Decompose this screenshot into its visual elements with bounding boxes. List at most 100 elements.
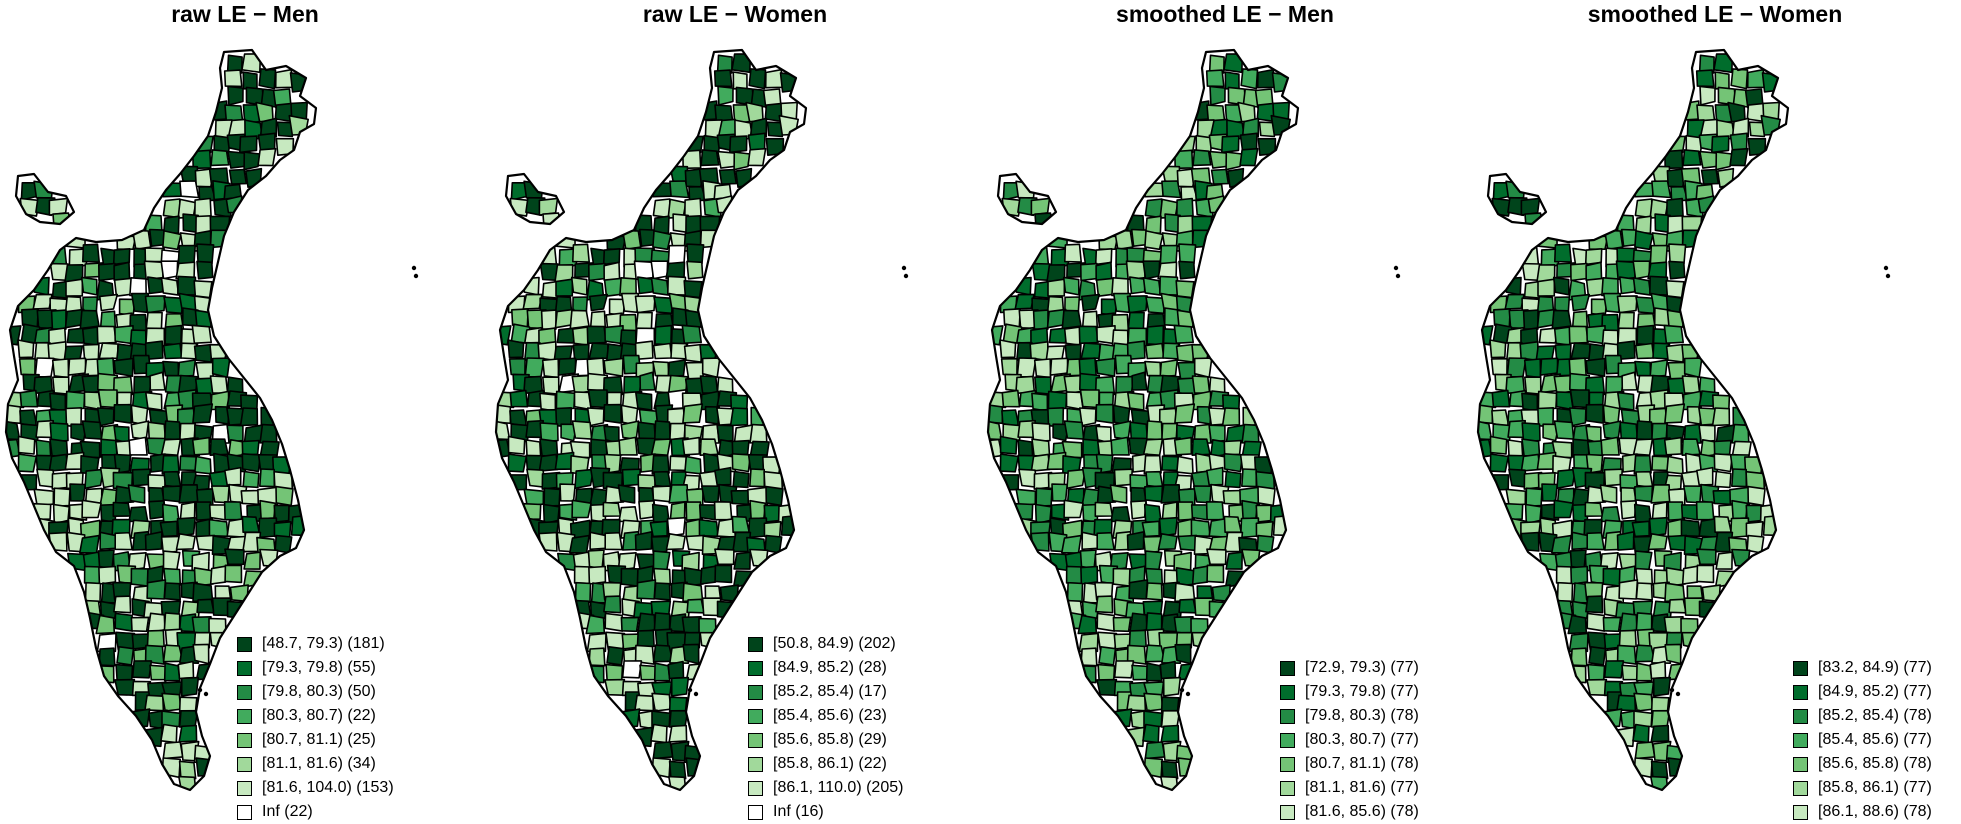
municipality-region xyxy=(1731,468,1748,488)
legend-swatch xyxy=(237,684,252,700)
municipality-region xyxy=(669,422,686,441)
municipality-region xyxy=(96,664,115,684)
municipality-region xyxy=(1223,452,1244,473)
region-layer xyxy=(1476,48,1891,792)
region-outline xyxy=(1476,48,1790,792)
municipality-region xyxy=(617,484,636,504)
municipality-region xyxy=(1109,484,1128,504)
municipality-region xyxy=(1635,296,1656,315)
municipality-region xyxy=(1680,518,1701,538)
municipality-region xyxy=(682,403,704,424)
municipality-region xyxy=(713,500,733,521)
municipality-region xyxy=(1489,453,1510,473)
municipality-region xyxy=(684,197,702,218)
municipality-region xyxy=(1713,439,1732,457)
municipality-region xyxy=(1634,550,1653,571)
legend-item: [81.6, 85.6) (78) xyxy=(1280,800,1419,824)
legend-item: [80.3, 80.7) (22) xyxy=(237,704,394,728)
municipality-region xyxy=(999,453,1020,473)
municipality-region xyxy=(650,260,669,280)
municipality-region xyxy=(1556,581,1574,604)
legend-swatch xyxy=(237,708,252,724)
municipality-region xyxy=(1096,612,1116,632)
municipality-region xyxy=(651,503,670,524)
municipality-region xyxy=(163,662,181,682)
municipality-region xyxy=(1031,392,1049,412)
municipality-region xyxy=(161,503,180,524)
municipality-region xyxy=(1695,69,1715,88)
municipality-region xyxy=(227,150,247,169)
municipality-region xyxy=(194,197,212,218)
municipality-region xyxy=(1667,501,1684,522)
municipality-region xyxy=(223,69,243,88)
municipality-region xyxy=(191,324,212,345)
municipality-region xyxy=(1570,565,1589,585)
municipality-region xyxy=(1731,499,1749,520)
municipality-region xyxy=(1145,470,1164,489)
municipality-region xyxy=(1522,309,1539,330)
municipality-region xyxy=(160,260,179,280)
municipality-region xyxy=(177,275,197,296)
municipality-region xyxy=(1159,244,1178,265)
municipality-region xyxy=(1126,340,1146,361)
municipality-region xyxy=(1681,375,1701,394)
municipality-region xyxy=(84,468,105,490)
municipality-region xyxy=(224,466,242,486)
legend-item: [79.3, 79.8) (55) xyxy=(237,656,394,680)
legend-label: [80.3, 80.7) (77) xyxy=(1305,731,1419,748)
municipality-region xyxy=(686,260,704,280)
municipality-region xyxy=(732,71,748,90)
legend-label: [85.8, 86.1) (22) xyxy=(773,755,887,772)
municipality-region xyxy=(1126,644,1147,665)
municipality-region xyxy=(1126,694,1147,712)
municipality-region xyxy=(1588,645,1607,666)
municipality-region xyxy=(714,104,734,122)
municipality-region xyxy=(636,579,657,600)
region-outline xyxy=(4,48,318,792)
municipality-region xyxy=(144,530,163,551)
municipality-region xyxy=(1542,423,1560,442)
municipality-region xyxy=(1505,180,1526,199)
municipality-region xyxy=(653,582,671,601)
municipality-region xyxy=(259,548,279,568)
municipality-region xyxy=(1686,405,1702,425)
municipality-region xyxy=(259,468,276,488)
legend-item: [86.1, 88.6) (78) xyxy=(1793,800,1932,824)
municipality-region xyxy=(1159,359,1179,378)
municipality-region xyxy=(669,180,690,199)
municipality-region xyxy=(1160,724,1180,743)
legend-label: [85.4, 85.6) (23) xyxy=(773,707,887,724)
municipality-region xyxy=(1196,405,1212,425)
region-outline xyxy=(1486,172,1548,226)
region-outline xyxy=(504,172,566,226)
municipality-region xyxy=(729,135,748,154)
municipality-region xyxy=(160,438,182,457)
municipality-region xyxy=(1096,531,1115,551)
municipality-region xyxy=(779,72,800,93)
municipality-region xyxy=(1714,71,1730,90)
municipality-region xyxy=(33,180,54,199)
municipality-region xyxy=(127,484,146,504)
municipality-region xyxy=(569,534,590,554)
municipality-region xyxy=(177,244,196,265)
municipality-region xyxy=(1161,422,1178,441)
municipality-region xyxy=(701,357,721,379)
municipality-region xyxy=(1731,548,1751,568)
legend-label: [79.3, 79.8) (77) xyxy=(1305,683,1419,700)
municipality-region xyxy=(113,261,131,282)
municipality-region xyxy=(1664,149,1684,170)
municipality-region xyxy=(1142,260,1161,280)
municipality-region xyxy=(1668,598,1687,614)
municipality-region xyxy=(162,230,182,251)
municipality-region xyxy=(620,616,640,633)
municipality-region xyxy=(638,499,655,520)
municipality-region xyxy=(634,530,653,551)
municipality-region xyxy=(1144,230,1164,251)
municipality-region xyxy=(224,564,243,584)
municipality-region xyxy=(112,501,132,518)
municipality-region xyxy=(1237,101,1256,123)
municipality-region xyxy=(79,534,100,554)
municipality-region xyxy=(509,389,529,408)
legend-item: [81.6, 104.0) (153) xyxy=(237,776,394,800)
municipality-region xyxy=(651,454,670,475)
